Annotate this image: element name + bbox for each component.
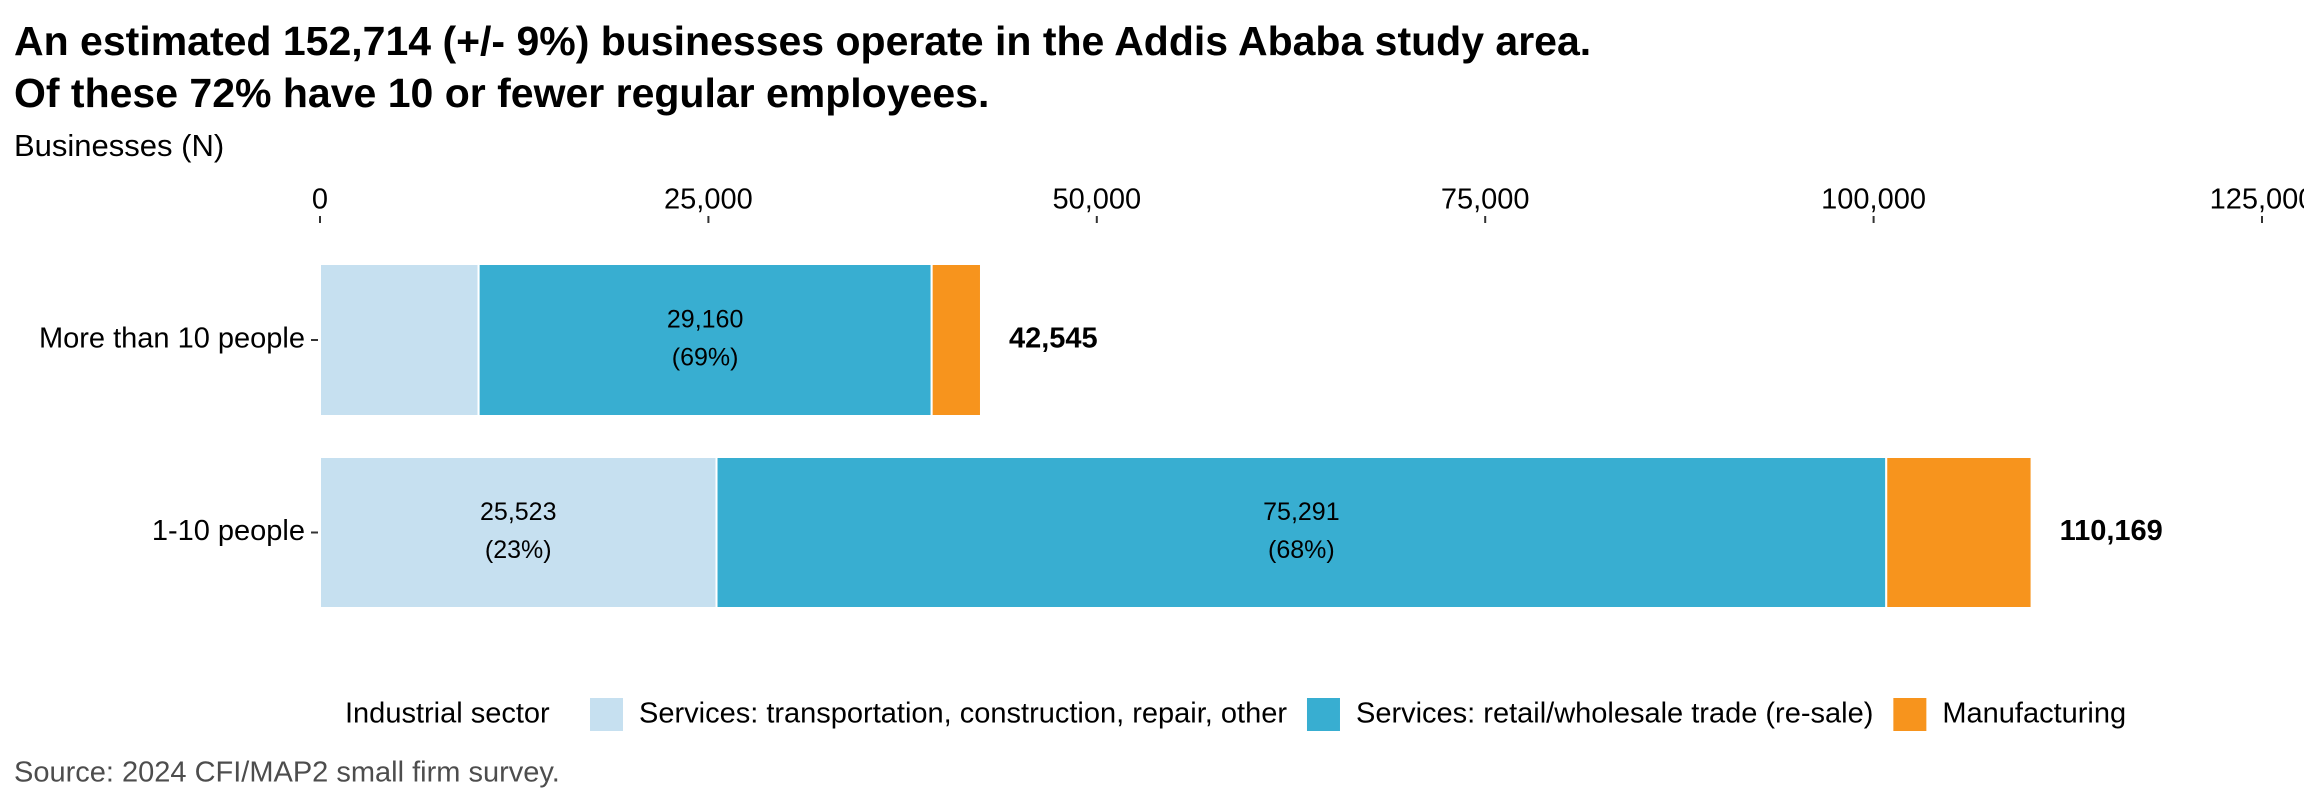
legend-label: Services: transportation, construction, …: [639, 698, 1287, 730]
y-tick-label: More than 10 people: [39, 323, 305, 355]
bar-segment: [715, 456, 1888, 609]
value-label: 75,291: [1263, 498, 1339, 526]
bar-segment: [319, 456, 718, 609]
legend-label: Services: retail/wholesale trade (re-sal…: [1356, 698, 1873, 730]
bar-segment: [319, 263, 480, 417]
axis-title: Businesses (N): [14, 128, 224, 163]
chart-title: Of these 72% have 10 or fewer regular em…: [14, 70, 989, 116]
x-tick-label: 0: [312, 184, 328, 216]
legend-label: Manufacturing: [1942, 698, 2126, 730]
bar-segment: [930, 263, 982, 417]
legend-swatch: [1306, 698, 1340, 731]
source: Source: 2024 CFI/MAP2 small firm survey.: [14, 757, 560, 789]
legend-swatch: [590, 698, 623, 731]
share-label: (23%): [485, 536, 552, 564]
bar-segment: [477, 263, 933, 417]
x-tick-label: 125,000: [2210, 184, 2304, 216]
total-label: 42,545: [1009, 323, 1098, 355]
x-tick-label: 100,000: [1821, 184, 1926, 216]
share-label: (69%): [672, 344, 739, 372]
bar-segment: [1885, 456, 2033, 609]
total-label: 110,169: [2060, 515, 2163, 547]
value-label: 29,160: [667, 306, 743, 334]
x-tick-label: 50,000: [1052, 184, 1141, 216]
legend-swatch: [1893, 698, 1927, 731]
value-label: 25,523: [480, 498, 556, 526]
share-label: (68%): [1268, 536, 1335, 564]
chart-title: An estimated 152,714 (+/- 9%) businesses…: [14, 18, 1591, 64]
y-tick-label: 1-10 people: [152, 515, 305, 547]
x-tick-label: 75,000: [1441, 184, 1530, 216]
legend-title: Industrial sector: [345, 698, 550, 730]
x-tick-label: 25,000: [664, 184, 753, 216]
